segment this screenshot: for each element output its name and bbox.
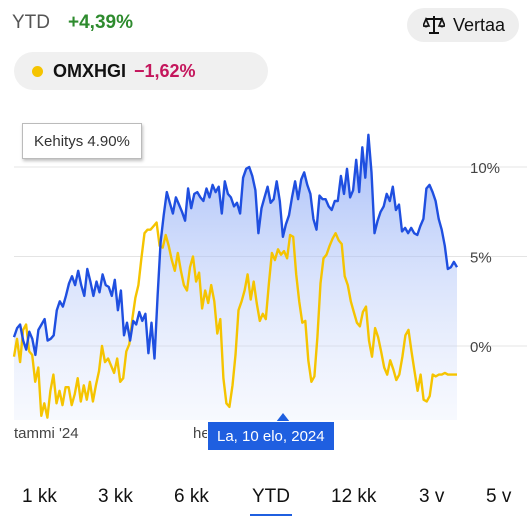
x-axis-label-jun: he <box>193 425 210 442</box>
comparison-chip[interactable]: OMXHGI −1,62% <box>14 52 268 90</box>
y-axis-ticks: 10% 5% 0% <box>470 160 500 356</box>
series-line-omxhgi <box>12 221 457 419</box>
scale-icon <box>422 16 445 34</box>
y-tick-label: 5% <box>470 250 492 267</box>
compare-label: Vertaa <box>452 14 505 35</box>
development-tooltip: Kehitys 4.90% <box>22 123 142 159</box>
series-area <box>14 134 457 421</box>
line-layer <box>12 133 459 419</box>
tooltip-pointer <box>276 413 290 422</box>
y-tick-label: 10% <box>470 160 500 177</box>
x-axis-label-jan: tammi '24 <box>14 425 79 442</box>
tab-3kk[interactable]: 3 kk <box>98 486 133 507</box>
tab-3v[interactable]: 3 v <box>419 486 445 507</box>
series-line-main <box>12 133 459 360</box>
ytd-label: YTD <box>12 12 50 33</box>
comparison-value: −1,62% <box>134 60 196 81</box>
tab-6kk[interactable]: 6 kk <box>174 486 209 507</box>
y-tick-label: 0% <box>470 339 492 356</box>
date-tooltip: La, 10 elo, 2024 <box>207 421 335 451</box>
comparison-name: OMXHGI <box>53 60 127 81</box>
performance-chart[interactable]: 10% 5% 0% <box>0 100 527 430</box>
range-tabs: 1 kk 3 kk 6 kk YTD 12 kk 3 v 5 v <box>0 482 527 522</box>
header: YTD +4,39% Vertaa <box>12 8 519 42</box>
area-layer <box>14 134 457 421</box>
tab-5v[interactable]: 5 v <box>486 486 512 507</box>
series-color-dot <box>32 65 43 77</box>
tab-1kk[interactable]: 1 kk <box>22 486 57 507</box>
tab-12kk[interactable]: 12 kk <box>331 486 377 507</box>
compare-button[interactable]: Vertaa <box>406 8 519 42</box>
ytd-change-value: +4,39% <box>68 12 133 33</box>
tab-ytd[interactable]: YTD <box>250 486 292 516</box>
